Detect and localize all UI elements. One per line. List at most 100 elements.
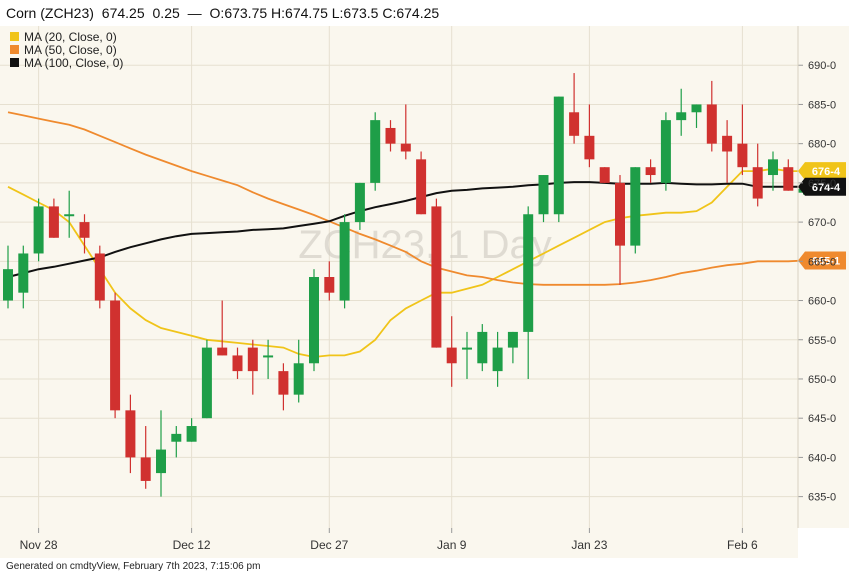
footer-note: Generated on cmdtyView, February 7th 202… <box>6 561 261 572</box>
y-tick-label: 660-0 <box>808 296 836 308</box>
x-tick-label: Dec 27 <box>310 538 348 552</box>
candle-body <box>676 112 687 121</box>
candle-body <box>33 206 44 254</box>
candle-body <box>385 127 396 144</box>
candle-body <box>599 167 610 183</box>
legend-swatch <box>10 32 19 41</box>
x-tick-label: Feb 6 <box>727 538 758 552</box>
candle-body <box>79 222 90 238</box>
y-tick-label: 680-0 <box>808 139 836 151</box>
candle-body <box>370 120 381 183</box>
watermark: ZCH23, 1 Day <box>298 223 551 267</box>
x-tick-label: Nov 28 <box>20 538 58 552</box>
y-tick-label: 670-0 <box>808 217 836 229</box>
candle-body <box>247 347 258 372</box>
candle-body <box>416 159 427 215</box>
candle-body <box>431 206 442 348</box>
legend: MA (20, Close, 0)MA (50, Close, 0)MA (10… <box>10 30 123 70</box>
candle-body <box>752 167 763 199</box>
candle-body <box>691 104 702 113</box>
candle-body <box>737 143 748 168</box>
price-tag-label: 674-4 <box>812 182 841 194</box>
y-tick-label: 675-0 <box>808 178 836 190</box>
y-tick-label: 645-0 <box>808 413 836 425</box>
candle-body <box>94 253 105 301</box>
y-tick-label: 665-0 <box>808 256 836 268</box>
legend-swatch <box>10 58 19 67</box>
ma-line <box>7 181 804 278</box>
candles <box>3 73 809 497</box>
moving-averages <box>7 111 804 358</box>
candle-body <box>553 96 564 215</box>
quote-header: Corn (ZCH23) 674.25 0.25 — O:673.75 H:67… <box>0 0 849 26</box>
candle-body <box>660 120 671 183</box>
candle-body <box>232 355 243 372</box>
price-tag <box>798 162 846 181</box>
x-axis: Nov 28 Dec 12 Dec 27 Jan 9 Jan 23 Feb 6 <box>20 528 758 552</box>
y-tick-label: 655-0 <box>808 335 836 347</box>
candle-body <box>569 112 580 136</box>
candle-body <box>523 214 534 332</box>
candle-body <box>156 449 166 474</box>
price-change: 0.25 <box>152 5 180 21</box>
candle-body <box>354 182 365 223</box>
candle-body <box>48 206 59 238</box>
price-tags: 676-4 674-4 665-1 <box>798 162 846 270</box>
candle-body <box>339 222 350 301</box>
candle-body <box>630 167 641 246</box>
price-tag-label: 665-1 <box>812 256 840 268</box>
candle-body <box>400 143 411 152</box>
candle-body <box>64 214 75 217</box>
y-tick-label: 640-0 <box>808 452 836 464</box>
candle-body <box>615 182 625 246</box>
candle-body <box>278 371 289 395</box>
candle-body <box>538 175 549 215</box>
x-tick-label: Jan 9 <box>437 538 467 552</box>
ma-line <box>7 111 804 286</box>
x-tick-label: Dec 12 <box>173 538 211 552</box>
candle-body <box>263 355 274 358</box>
candle-body <box>110 300 121 411</box>
candle-body <box>706 104 717 144</box>
candle-body <box>783 167 794 191</box>
ohlc-readout: O:673.75 H:674.75 L:673.5 C:674.25 <box>209 5 440 21</box>
y-tick-label: 650-0 <box>808 374 836 386</box>
y-axis: 635-0 640-0 645-0 650-0 655-0 660-0 665-0 670-0… <box>798 60 836 504</box>
axis-area <box>798 26 849 528</box>
candle-body <box>324 277 335 293</box>
candle-body <box>186 426 197 442</box>
candle-body <box>446 347 457 364</box>
candle-body <box>507 331 518 348</box>
candle-body <box>18 253 29 293</box>
candle-body <box>477 331 488 364</box>
candle-body <box>140 457 151 481</box>
candle-body <box>293 363 304 395</box>
ma-line <box>7 167 804 358</box>
separator: — <box>187 5 202 21</box>
candle-body <box>645 167 656 176</box>
legend-label: MA (100, Close, 0) <box>24 56 123 70</box>
legend-label: MA (50, Close, 0) <box>24 43 117 57</box>
price-tag <box>798 177 846 196</box>
candle-body <box>584 135 595 160</box>
y-tick-label: 685-0 <box>808 99 836 111</box>
candle-body <box>492 347 503 372</box>
y-tick-label: 635-0 <box>808 492 836 504</box>
price-tag-label: 676-4 <box>812 166 841 178</box>
last-price: 674.25 <box>101 5 145 21</box>
candle-body <box>125 410 136 458</box>
candle-body <box>768 159 778 176</box>
candle-body <box>3 269 13 301</box>
plot-area <box>0 26 798 528</box>
candle-body <box>309 277 319 364</box>
x-axis-area <box>0 528 798 558</box>
legend-swatch <box>10 45 19 54</box>
price-tag <box>798 251 846 270</box>
candle-body <box>722 135 733 152</box>
candle-body <box>171 433 182 442</box>
legend-label: MA (20, Close, 0) <box>24 30 117 44</box>
symbol-label: Corn (ZCH23) <box>6 5 94 21</box>
candle-body <box>462 347 472 350</box>
